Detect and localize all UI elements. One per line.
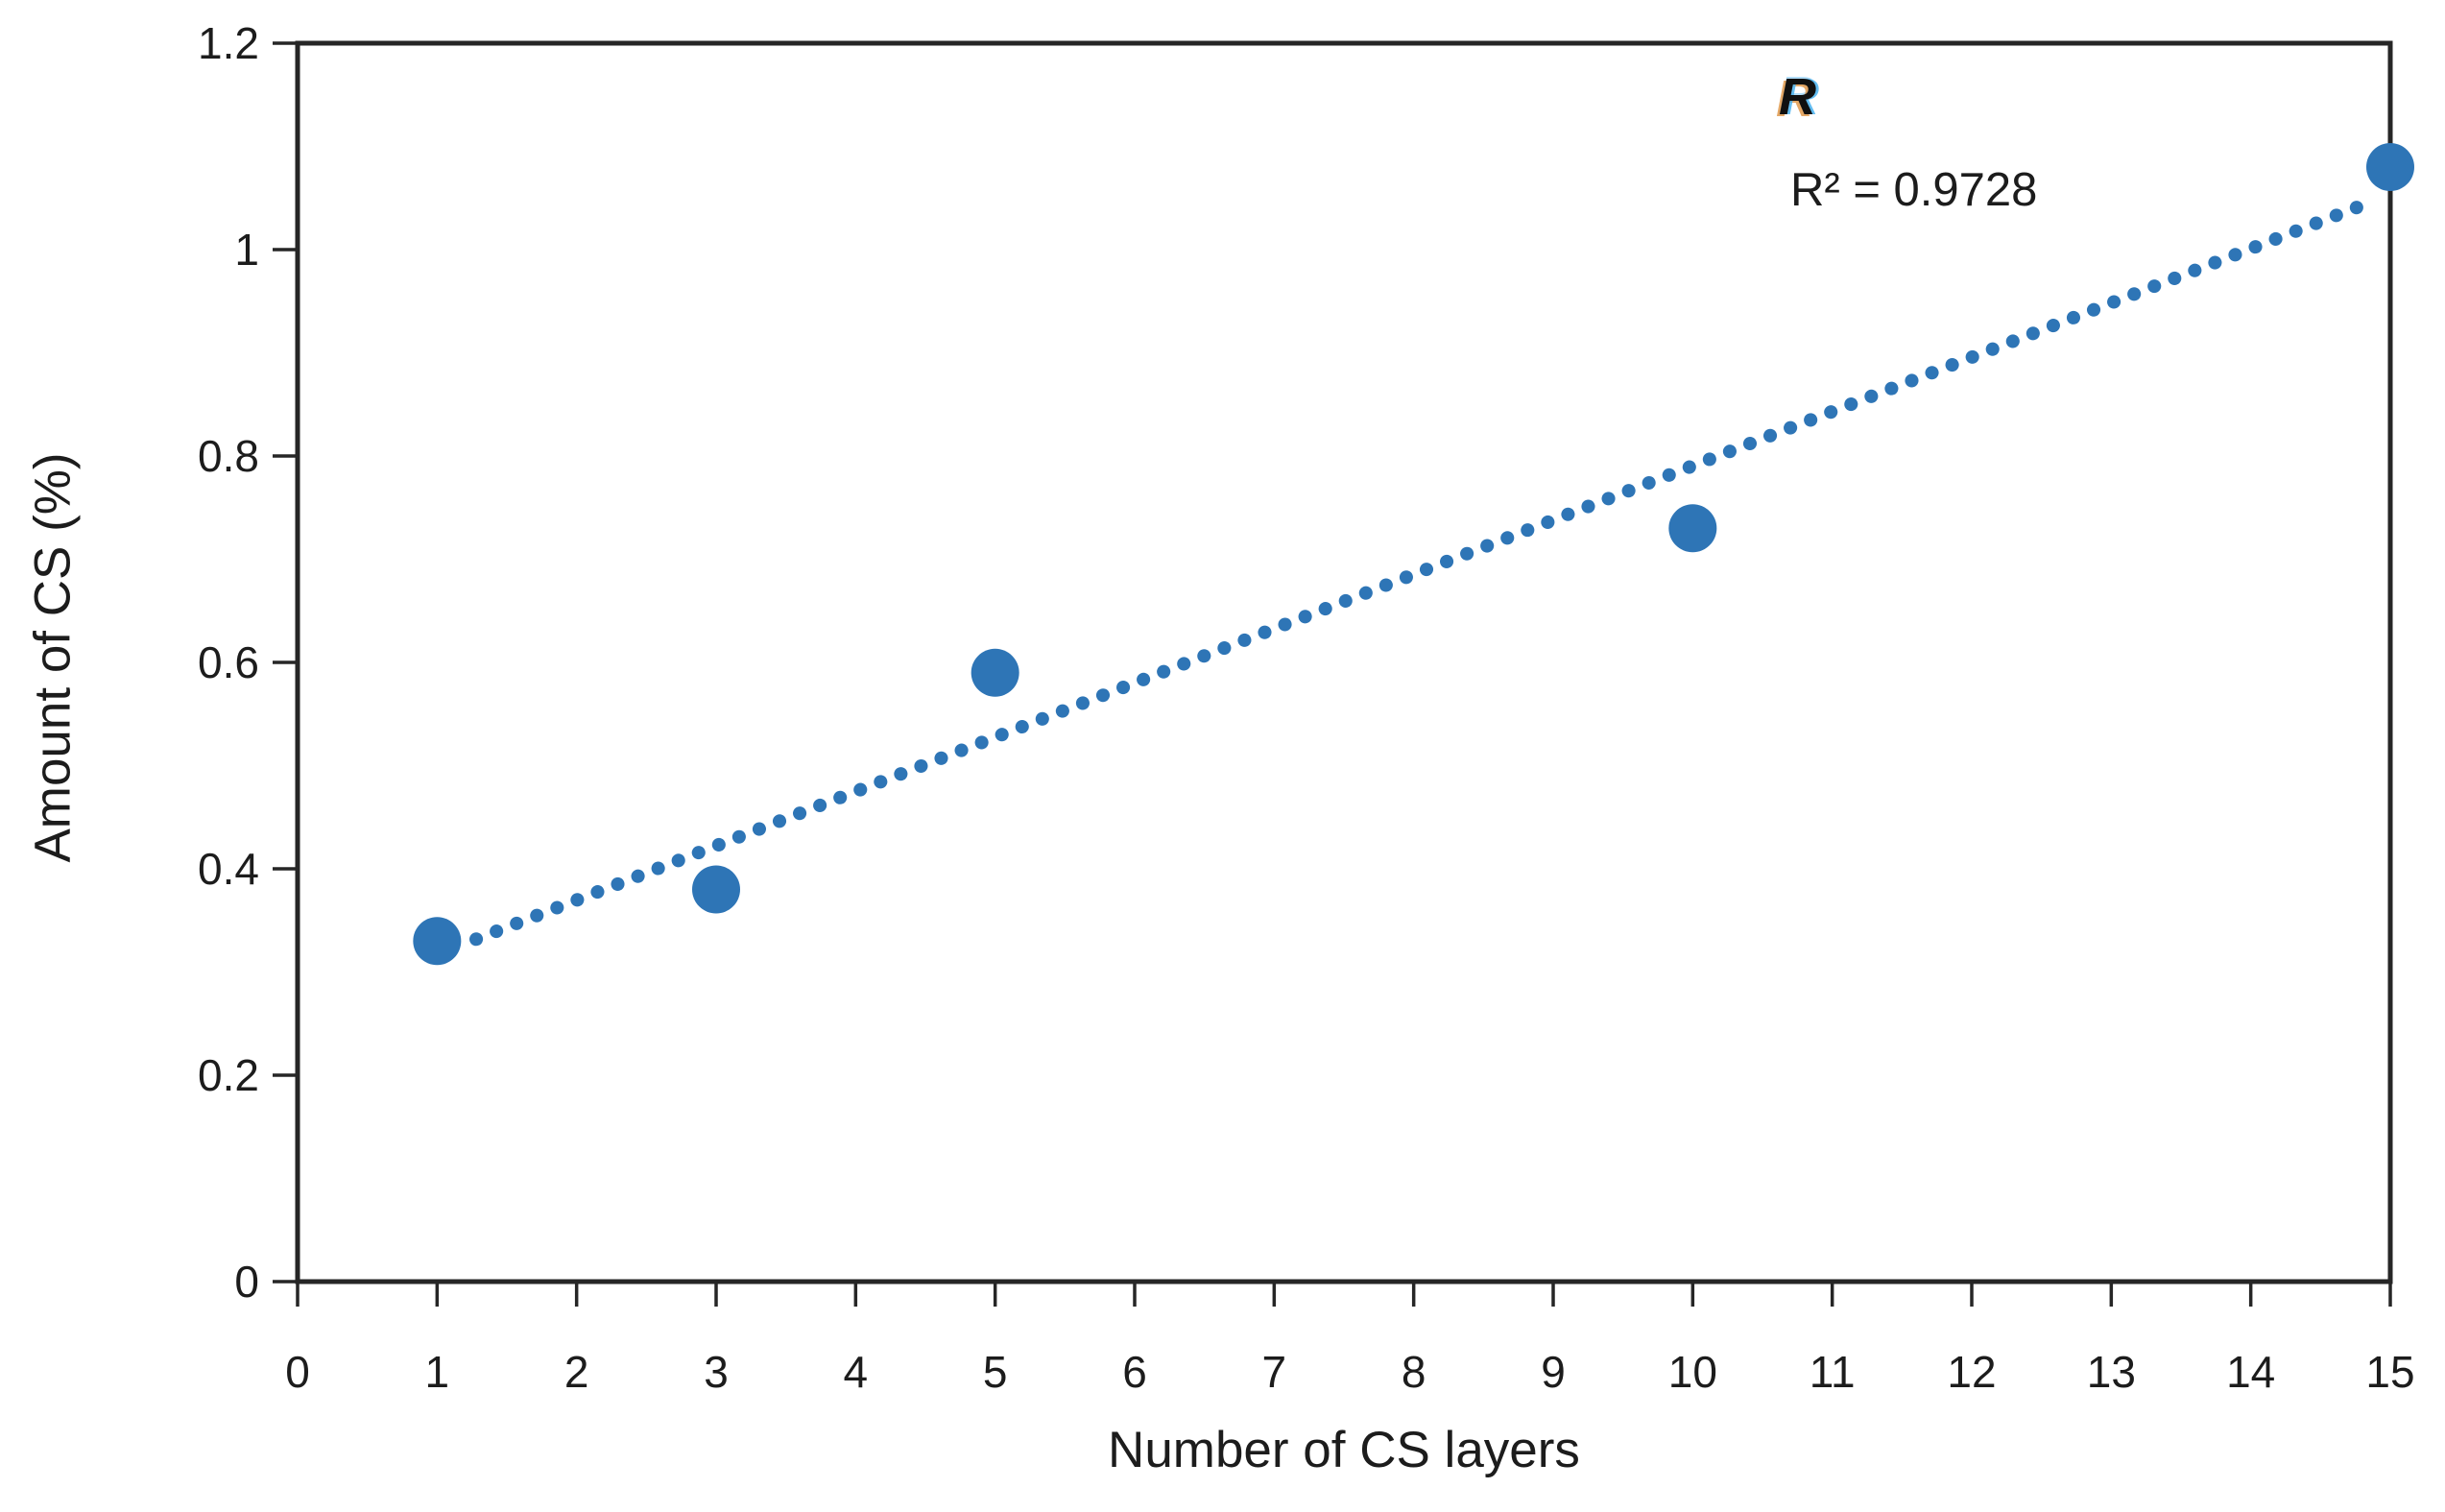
data-point[interactable] <box>692 865 740 914</box>
y-tick-label: 0.2 <box>198 1050 259 1100</box>
x-tick-label: 14 <box>2226 1347 2275 1397</box>
y-axis-title: Amount of CS (%) <box>24 452 82 863</box>
x-tick-label: 4 <box>844 1347 869 1397</box>
r-squared-annotation: R² = 0.9728 <box>1790 164 2038 216</box>
y-tick-label: 1.2 <box>198 18 259 68</box>
x-tick-label: 3 <box>704 1347 729 1397</box>
stray-r-annotation: R <box>1779 68 1816 126</box>
x-tick-label: 5 <box>983 1347 1008 1397</box>
y-tick-label: 0.6 <box>198 637 259 687</box>
x-tick-label: 6 <box>1122 1347 1147 1397</box>
y-tick-label: 1 <box>234 225 259 275</box>
x-tick-label: 8 <box>1402 1347 1426 1397</box>
x-axis-title: Number of CS layers <box>1108 1422 1580 1478</box>
data-point[interactable] <box>413 917 462 966</box>
y-tick-label: 0.8 <box>198 431 259 481</box>
data-point[interactable] <box>971 648 1019 697</box>
x-tick-label: 1 <box>425 1347 450 1397</box>
data-point[interactable] <box>2366 143 2414 191</box>
y-tick-label: 0 <box>234 1257 259 1307</box>
data-point[interactable] <box>1668 504 1717 553</box>
x-tick-label: 12 <box>1947 1347 1996 1397</box>
x-tick-label: 9 <box>1541 1347 1566 1397</box>
x-tick-label: 2 <box>564 1347 589 1397</box>
x-tick-label: 11 <box>1810 1347 1856 1397</box>
plot-frame <box>295 40 2393 1284</box>
x-tick-label: 10 <box>1668 1347 1717 1397</box>
x-tick-label: 13 <box>2087 1347 2136 1397</box>
x-tick-label: 0 <box>285 1347 310 1397</box>
trendline-dotted <box>469 195 2377 947</box>
y-tick-label: 0.4 <box>198 844 259 894</box>
x-tick-label: 15 <box>2365 1347 2414 1397</box>
x-tick-label: 7 <box>1262 1347 1287 1397</box>
